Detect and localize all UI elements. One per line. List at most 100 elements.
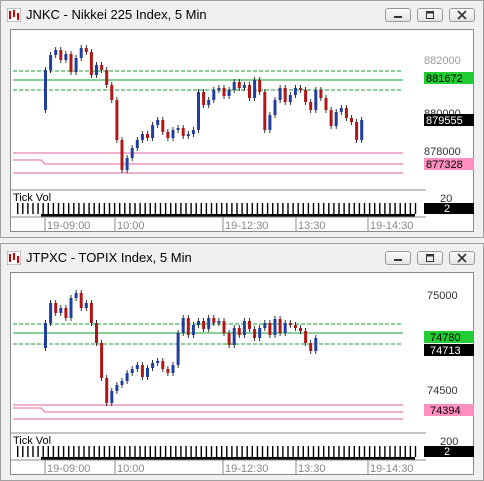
candle-body (105, 70, 109, 85)
volume-bar (323, 203, 325, 214)
volume-bar (404, 446, 406, 457)
volume-bar (78, 203, 80, 214)
candle-body (360, 120, 364, 140)
volume-bar (180, 446, 182, 457)
volume-bar (374, 446, 376, 457)
volume-bar (68, 446, 70, 457)
restore-button[interactable] (417, 8, 443, 22)
volume-bar (348, 203, 350, 214)
candle-body (186, 318, 190, 335)
volume-bar (307, 203, 310, 214)
volume-bar (256, 203, 259, 214)
candle-body (293, 88, 297, 95)
volume-bar (358, 203, 361, 214)
volume-bar (409, 203, 412, 214)
minimize-button[interactable] (385, 8, 411, 22)
volume-bar (119, 203, 121, 214)
volume-bar (241, 446, 243, 457)
volume-bar (384, 446, 386, 457)
candle-body (258, 328, 262, 338)
volume-bar (379, 203, 381, 214)
volume-bar (272, 203, 274, 214)
time-label: 19-09:00 (47, 463, 90, 474)
candle-body (146, 134, 149, 138)
candle-body (268, 115, 272, 130)
candle-body (44, 323, 47, 348)
volume-bar (282, 446, 284, 457)
restore-button[interactable] (417, 251, 443, 265)
volume-bar (47, 446, 49, 457)
candle-body (49, 303, 53, 323)
candle-body (207, 100, 211, 105)
candle-body (49, 55, 53, 70)
title-bar[interactable]: JTPXC - TOPIX Index, 5 Min (1, 244, 483, 272)
volume-bar (353, 203, 355, 214)
candle-body (248, 321, 251, 329)
candle-body (140, 134, 144, 140)
volume-bar (57, 446, 60, 457)
candle-body (232, 82, 236, 90)
price-badge-pink: 74394 (430, 405, 461, 417)
candle-body (59, 50, 63, 60)
candle-body (181, 128, 185, 136)
volume-bar (389, 446, 391, 457)
volume-bar (277, 203, 279, 214)
volume-bar (297, 446, 299, 457)
chart-area[interactable]: 75000 74500 74780 74713 74394 Tick Vol 2… (10, 272, 474, 475)
volume-bar (231, 203, 233, 214)
candle-body (212, 318, 216, 323)
candle-body (166, 369, 170, 373)
candle-body (253, 329, 257, 338)
candle-body (181, 318, 185, 333)
time-label: 10:00 (117, 463, 145, 474)
candle-body (222, 88, 226, 96)
volume-bar (144, 203, 146, 214)
candle-body (304, 331, 308, 343)
candle-body (84, 48, 88, 52)
volume-bar (124, 446, 126, 457)
volume-bar (287, 446, 289, 457)
close-icon (457, 10, 467, 20)
candle-body (135, 140, 139, 148)
volume-bar (226, 446, 228, 457)
volume-bar (246, 446, 248, 457)
candle-body (191, 325, 195, 335)
volume-bar (159, 203, 162, 214)
minimize-button[interactable] (385, 251, 411, 265)
close-button[interactable] (449, 251, 475, 265)
volume-bar (154, 446, 157, 457)
volume-bar (98, 203, 100, 214)
chart-window-topix: JTPXC - TOPIX Index, 5 Min 75000 74500 7… (0, 243, 484, 481)
chart-area[interactable]: 882000 880000 878000 881672 879555 87732… (10, 29, 474, 232)
candle-body (100, 343, 104, 378)
minimize-icon (394, 16, 402, 18)
candle-body (329, 110, 333, 126)
volume-bar (195, 203, 197, 214)
volume-bar (328, 446, 330, 457)
candle-body (110, 85, 114, 100)
volume-bar (108, 446, 111, 457)
candle-body (166, 132, 170, 138)
volume-bar (394, 446, 396, 457)
candle-body (79, 293, 83, 308)
volume-bars (17, 446, 417, 457)
close-button[interactable] (449, 8, 475, 22)
volume-bar (27, 446, 29, 457)
candle-body (95, 65, 98, 75)
volume-bar (256, 446, 259, 457)
volume-bar (231, 446, 233, 457)
candle-body (248, 85, 251, 98)
volume-bar (348, 446, 350, 457)
volume-bar (93, 446, 95, 457)
volume-bar (384, 203, 386, 214)
volume-bar (108, 203, 111, 214)
volume-bar (374, 203, 376, 214)
volume-bar (149, 446, 151, 457)
volume-bar (88, 446, 90, 457)
candle-body (339, 108, 343, 112)
candle-body (288, 323, 292, 325)
volume-bar (282, 203, 284, 214)
title-bar[interactable]: JNKC - Nikkei 225 Index, 5 Min (1, 1, 483, 29)
time-label: 19-12:30 (225, 220, 268, 231)
volume-bar (323, 446, 325, 457)
